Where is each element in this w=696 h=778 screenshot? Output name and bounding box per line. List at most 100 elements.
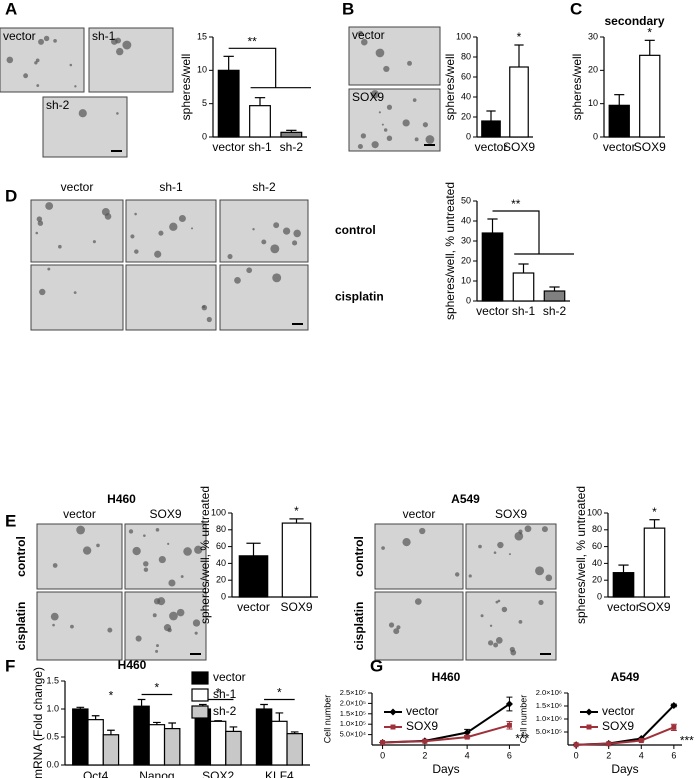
bar [286,733,303,766]
sphere [163,624,172,632]
y-axis-label: spheres/well [443,54,457,121]
sphere [52,623,55,627]
y-axis-label: spheres/well, % untreated [574,486,588,624]
error-bar [246,542,261,556]
y-tick-label: 2.0×10⁵ [340,698,366,707]
y-tick-label: 0 [466,131,471,141]
chart-title: H460 [432,670,461,684]
micrograph [30,264,124,331]
x-tick-label: SOX9 [280,600,312,614]
bar [133,705,150,766]
sphere [192,619,201,627]
sphere [43,35,50,42]
sphere [167,542,170,546]
column-label: vector [403,507,436,521]
y-tick-label: 50 [461,195,471,205]
legend-swatch [191,688,209,702]
error-bar [214,720,222,722]
sphere [39,288,46,296]
bar [209,720,227,766]
y-tick-label: 2.0×10⁶ [536,688,562,697]
y-tick-label: 2.5×10⁵ [340,688,366,697]
sphere [47,267,51,271]
x-tick-label: 4 [639,750,644,760]
x-tick-label: vector [212,140,245,154]
sphere [52,563,58,568]
x-tick-label: Oct4 [83,769,109,778]
sphere [386,135,393,142]
sphere [375,48,385,58]
error-bar [644,39,655,56]
y-tick-label: 100 [211,507,226,517]
x-tick-label: sh-2 [280,140,304,154]
marker [573,742,579,748]
sphere [261,239,267,245]
error-bar [76,706,85,709]
bar [608,104,630,138]
significance-label: * [647,26,652,40]
x-tick-label: sh-1 [248,140,272,154]
image-label: SOX9 [352,90,384,104]
error-bar [289,518,304,524]
error-bar [254,97,266,106]
x-tick-label: SOX9 [634,140,666,154]
marker [380,740,386,746]
sphere [34,61,38,65]
y-tick-label: 1.0×10⁵ [340,719,366,728]
micrograph [374,523,464,590]
y-tick-label: 20 [461,111,471,121]
y-tick-label: 20 [461,255,471,265]
sphere [493,642,499,648]
sphere [370,90,380,99]
legend-label: vector [602,704,635,718]
image-label: sh-2 [46,98,70,112]
micrograph [219,264,309,331]
bar [225,730,242,766]
bar [238,555,269,598]
x-tick-label: 0 [574,750,579,760]
y-tick-label: 60 [461,71,471,81]
sphere [518,619,523,624]
micrograph [36,523,123,590]
sphere [478,544,482,549]
series-line [382,724,510,744]
sphere [156,644,159,647]
bar [217,69,240,138]
image-title: A549 [451,492,480,506]
y-tick-label: 1.5×10⁶ [536,701,562,710]
image-title: H460 [107,492,136,506]
row-label: control [14,536,28,577]
sphere [497,599,501,603]
legend-label: sh-2 [213,704,237,718]
sphere [414,137,419,142]
significance-label: ** [511,197,521,211]
sphere [154,250,162,258]
sphere [158,230,164,236]
error-bar [290,731,299,734]
sphere [155,528,160,532]
legend-marker [585,708,593,716]
error-bar [223,55,234,71]
sphere [74,85,77,88]
bar [163,727,181,766]
bar [543,290,566,302]
row-label: cisplatin [352,602,366,651]
x-tick-label: SOX2 [202,769,234,778]
y-tick-label: 80 [461,51,471,61]
significance-label: * [652,505,657,519]
x-tick-label: vector [476,304,509,318]
sphere [96,543,100,548]
sphere [388,622,395,628]
row-label: cisplatin [335,290,384,304]
sphere [282,227,291,235]
sphere [454,572,460,577]
significance-label: * [216,686,221,700]
image-label: vector [3,29,36,43]
sphere [82,546,92,555]
sphere [178,214,186,222]
micrograph [42,96,128,158]
x-axis-label: Days [611,762,638,776]
sphere [419,527,426,535]
sphere [132,546,141,556]
sphere [169,222,178,231]
